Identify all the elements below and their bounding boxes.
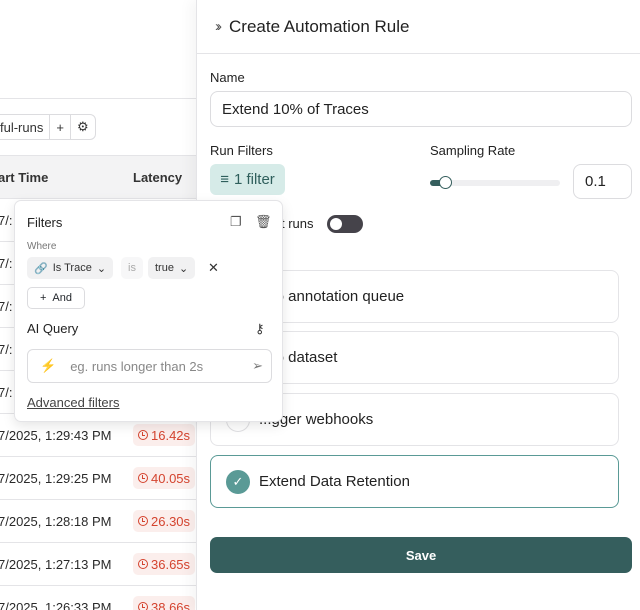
table-row[interactable]: 7/2025, 1:28:18 PM 26.30s	[0, 500, 196, 543]
collapse-chevrons-icon[interactable]: ››	[215, 18, 222, 35]
field-value: Is Trace	[52, 262, 92, 274]
ai-placeholder: eg. runs longer than 2s	[70, 358, 204, 374]
latency-value: 16.42s	[151, 427, 191, 443]
table-row[interactable]: 7/2025, 1:29:25 PM 40.05s	[0, 457, 196, 500]
start-time: 7/2025, 1:29:25 PM	[0, 471, 112, 486]
col-start-time[interactable]: art Time	[0, 170, 49, 185]
latency-badge: 26.30s	[133, 510, 196, 532]
table-row[interactable]: 7/2025, 1:27:13 PM 36.65s	[0, 543, 196, 586]
key-icon[interactable]: ⚷	[255, 321, 265, 336]
plus-icon: +	[39, 292, 47, 304]
start-time: 7/:	[0, 342, 13, 357]
latency-value: 38.66s	[151, 599, 191, 610]
operator-select[interactable]: is	[121, 257, 143, 279]
value-text: true	[155, 262, 174, 274]
latency-badge: 16.42s	[133, 424, 196, 446]
view-tab[interactable]: ssful-runs	[0, 115, 51, 139]
popover-title: Filters	[27, 215, 63, 230]
sampling-rate-input[interactable]: 0.1	[573, 164, 632, 199]
start-time: 7/2025, 1:26:33 PM	[0, 600, 112, 610]
clock-icon	[138, 473, 148, 483]
trash-icon[interactable]: 🗑	[255, 214, 272, 229]
toggle-label: t runs	[281, 216, 314, 231]
start-time: 7/:	[0, 299, 13, 314]
clock-icon	[138, 602, 148, 610]
add-and-button[interactable]: + And	[27, 287, 85, 309]
chevron-down-icon: ⌄	[178, 262, 189, 275]
start-time: 7/:	[0, 385, 13, 400]
action-extend-retention[interactable]: ✓ Extend Data Retention	[210, 455, 619, 508]
latency-value: 26.30s	[151, 513, 191, 529]
advanced-filters-link[interactable]: Advanced filters	[27, 395, 120, 410]
latency-badge: 36.65s	[133, 553, 196, 575]
col-latency[interactable]: Latency	[133, 170, 183, 185]
copy-icon[interactable]: ❐	[230, 214, 242, 229]
send-icon[interactable]: ➢	[252, 358, 263, 373]
table-header: art Time Latency	[0, 155, 196, 199]
latency-value: 36.65s	[151, 556, 191, 572]
latency-badge: 38.66s	[133, 596, 196, 610]
name-input[interactable]: Extend 10% of Traces	[210, 91, 632, 127]
slider-handle[interactable]	[439, 176, 452, 189]
divider	[0, 98, 196, 99]
field-select[interactable]: 🔗 Is Trace ⌄	[27, 257, 114, 279]
filter-count: 1 filter	[233, 171, 275, 188]
clock-icon	[138, 559, 148, 569]
filter-icon: ≡	[220, 171, 229, 188]
sampling-slider[interactable]	[430, 176, 560, 189]
link-icon: 🔗	[34, 262, 48, 275]
latency-value: 40.05s	[151, 470, 191, 486]
table-row[interactable]: 7/2025, 1:26:33 PM 38.66s	[0, 586, 196, 610]
run-filters-label: Run Filters	[210, 143, 273, 158]
name-label: Name	[210, 70, 245, 85]
check-icon[interactable]: ✓	[226, 470, 250, 494]
start-time: 7/2025, 1:27:13 PM	[0, 557, 112, 572]
slider-fill	[430, 180, 443, 186]
close-icon[interactable]: ✕	[208, 260, 219, 275]
latency-badge: 40.05s	[133, 467, 196, 489]
filter-button[interactable]: ≡ 1 filter	[210, 164, 285, 195]
where-label: Where	[27, 241, 57, 252]
action-label: Extend Data Retention	[259, 473, 410, 490]
filters-popover: Filters ❐ 🗑 Where 🔗 Is Trace ⌄ is true ⌄ ✕ …	[14, 200, 283, 422]
view-toolbar: ssful-runs + ⚙	[0, 114, 96, 140]
save-button[interactable]: Save	[210, 537, 632, 573]
action-label: ...gger webhooks	[259, 411, 374, 428]
magic-wand-icon: ⚡	[40, 358, 57, 373]
panel-title: Create Automation Rule	[229, 16, 410, 36]
start-time: 7/:	[0, 256, 13, 271]
add-view-button[interactable]: +	[50, 115, 71, 139]
table-row[interactable]: 7/2025, 1:29:43 PM 16.42s	[0, 414, 196, 457]
action-label: d to annotation queue	[259, 288, 405, 305]
runs-toggle[interactable]	[327, 215, 363, 233]
chevron-down-icon: ⌄	[96, 262, 107, 275]
value-select[interactable]: true ⌄	[148, 257, 196, 279]
clock-icon	[138, 430, 148, 440]
start-time: 7/2025, 1:29:43 PM	[0, 428, 112, 443]
sampling-rate-label: Sampling Rate	[430, 143, 516, 158]
clock-icon	[138, 516, 148, 526]
ai-query-input[interactable]: ⚡ eg. runs longer than 2s ➢	[27, 349, 272, 383]
and-label: And	[52, 292, 72, 304]
gear-icon[interactable]: ⚙	[76, 119, 89, 134]
ai-query-label: AI Query	[27, 321, 79, 336]
start-time: 7/:	[0, 213, 13, 228]
start-time: 7/2025, 1:28:18 PM	[0, 514, 112, 529]
